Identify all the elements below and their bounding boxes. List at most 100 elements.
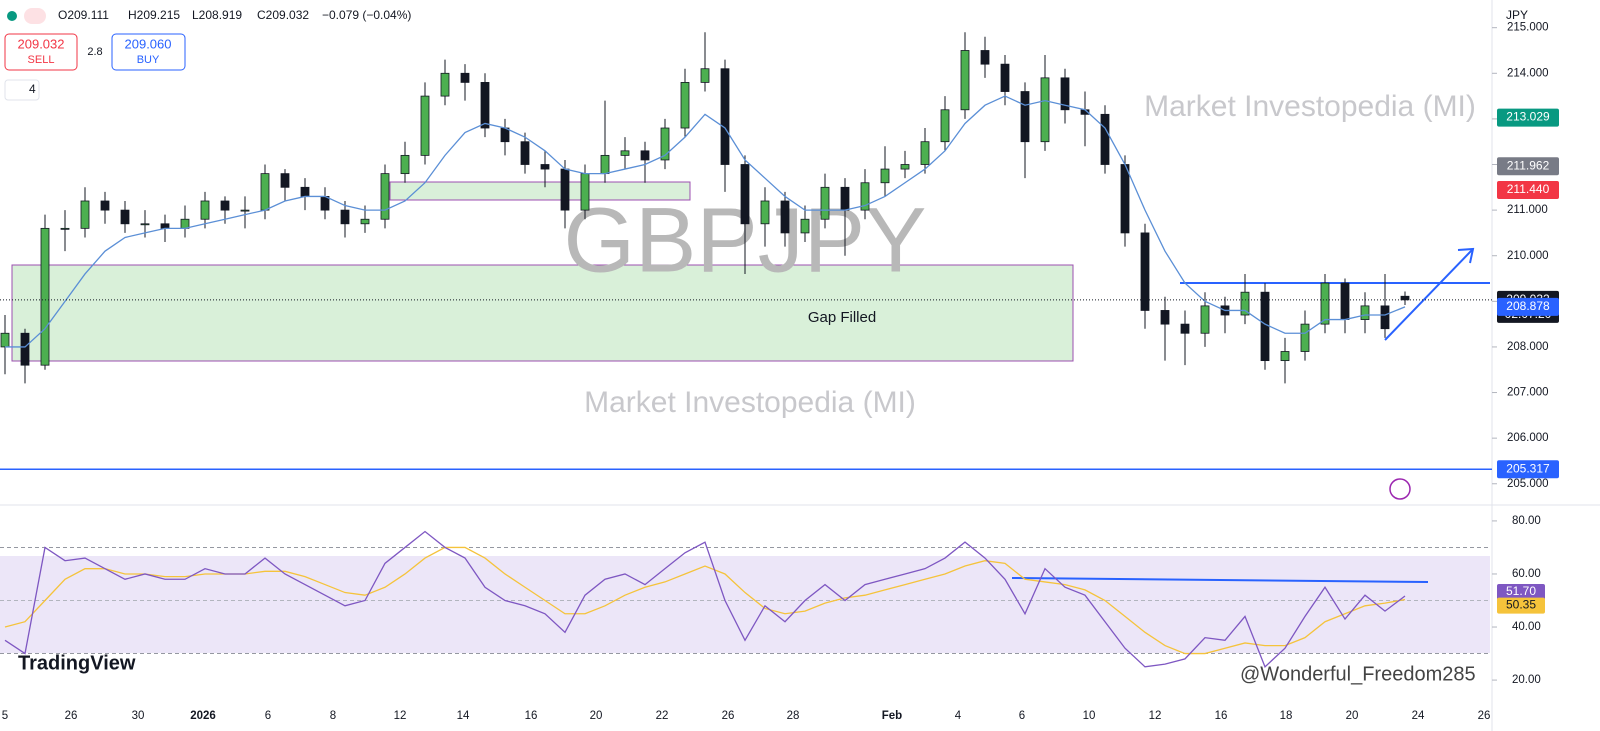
candle-body — [760, 200, 770, 225]
candle-body — [560, 168, 570, 211]
candle-body — [1060, 77, 1070, 111]
legend-high: H209.215 — [128, 8, 180, 22]
sell-button[interactable] — [4, 33, 78, 71]
candle-body — [720, 68, 730, 165]
candle-body — [800, 218, 810, 234]
candle-body — [1180, 323, 1190, 334]
candle-body — [400, 154, 410, 175]
x-tick-label: 2026 — [190, 710, 216, 722]
y-tick-label: 207.000 — [1507, 387, 1549, 399]
candle-body — [640, 150, 650, 161]
indicators-toggle[interactable] — [4, 79, 40, 101]
watermark: Market Investopedia (MI) — [584, 386, 916, 419]
x-tick-label: 20 — [1346, 710, 1359, 722]
candle-body — [60, 227, 70, 230]
spread: 2.8 — [87, 46, 102, 58]
candle-body — [20, 332, 30, 366]
legend-close: C209.032 — [257, 8, 309, 22]
candle-body — [40, 227, 50, 366]
rsi-tick-label: 20.00 — [1512, 674, 1541, 686]
price-badge — [1497, 460, 1559, 479]
candle-body — [0, 332, 10, 348]
rsi-badge-label: 51.70 — [1506, 584, 1536, 598]
candle-body — [620, 150, 630, 156]
candle-body — [160, 223, 170, 229]
y-tick-label: 206.000 — [1507, 432, 1549, 444]
buy-button[interactable] — [111, 33, 186, 71]
candle-body — [1300, 323, 1310, 352]
x-tick-label: 18 — [1280, 710, 1293, 722]
indicators-count: 4 — [29, 82, 36, 96]
x-tick-label: 24 — [1412, 710, 1425, 722]
price-badge — [1497, 108, 1559, 127]
annotation: Gap Filled — [808, 309, 876, 326]
candle-body — [1380, 305, 1390, 330]
x-tick-label: 28 — [787, 710, 800, 722]
x-tick-label: 26 — [1478, 710, 1491, 722]
x-tick-label: 22 — [656, 710, 669, 722]
candle-body — [900, 164, 910, 170]
candle-body — [940, 109, 950, 143]
candle-body — [460, 72, 470, 83]
candle-body — [600, 154, 610, 175]
alert-icon[interactable] — [1389, 478, 1411, 500]
price-badge-label: 208.878 — [1506, 299, 1550, 313]
candle-body — [1360, 305, 1370, 320]
candle-body — [80, 200, 90, 229]
candle-body — [340, 209, 350, 225]
candle-body — [1140, 232, 1150, 311]
candle-body — [140, 223, 150, 226]
price-badge-label: 211.440 — [1507, 182, 1550, 196]
y-tick-label: 205.000 — [1507, 478, 1549, 490]
price-badge-label: 211.962 — [1507, 158, 1550, 172]
rsi-tick-label: 40.00 — [1512, 621, 1541, 633]
buy-price: 209.060 — [125, 36, 172, 51]
candle-body — [520, 141, 530, 165]
y-tick-label: 208.000 — [1507, 341, 1549, 353]
candle-body — [1320, 282, 1330, 325]
candle-body — [840, 186, 850, 211]
candle-body — [420, 95, 430, 156]
candle-body — [740, 164, 750, 225]
candle-body — [1020, 91, 1030, 143]
rsi-badge-label: 50.35 — [1506, 598, 1536, 612]
small-zone — [389, 181, 691, 201]
x-tick-label: 4 — [955, 710, 962, 722]
price-badge — [1497, 157, 1559, 176]
candle-body — [1260, 291, 1270, 362]
rsi-band — [0, 556, 1490, 653]
x-tick-label: 10 — [1083, 710, 1096, 722]
x-tick-label: 8 — [330, 710, 336, 722]
candle-body — [580, 173, 590, 211]
candle-body — [1160, 310, 1170, 325]
candle-body — [660, 127, 670, 161]
candle-body — [820, 186, 830, 220]
sell-price: 209.032 — [18, 36, 65, 51]
candle-body — [440, 72, 450, 97]
candle-body — [860, 182, 870, 211]
moving-average — [5, 95, 1406, 348]
candle-body — [1120, 164, 1130, 234]
candle-body — [220, 200, 230, 211]
candle-body — [200, 200, 210, 220]
arrow-head — [1457, 247, 1475, 264]
candle-body — [300, 186, 310, 197]
candle-body — [1200, 305, 1210, 334]
y-tick-label: 210.000 — [1507, 250, 1549, 262]
arrow — [1384, 249, 1473, 341]
candle-body — [1280, 351, 1290, 362]
watermark: Market Investopedia (MI) — [1144, 90, 1476, 123]
candle-body — [1000, 63, 1010, 92]
candle-body — [480, 82, 490, 129]
price-badge-label: 213.029 — [1506, 110, 1550, 124]
legend-change: −0.079 (−0.04%) — [322, 8, 411, 22]
x-tick-label: 5 — [2, 710, 8, 722]
y-tick-label: 215.000 — [1507, 22, 1549, 34]
currency[interactable]: JPY — [1506, 8, 1528, 22]
candle-body — [1400, 295, 1410, 301]
y-tick-label: 214.000 — [1507, 67, 1549, 79]
x-tick-label: 16 — [1215, 710, 1228, 722]
candle-body — [280, 173, 290, 188]
rsi-tick-label: 60.00 — [1512, 568, 1541, 580]
x-tick-label: 6 — [265, 710, 271, 722]
